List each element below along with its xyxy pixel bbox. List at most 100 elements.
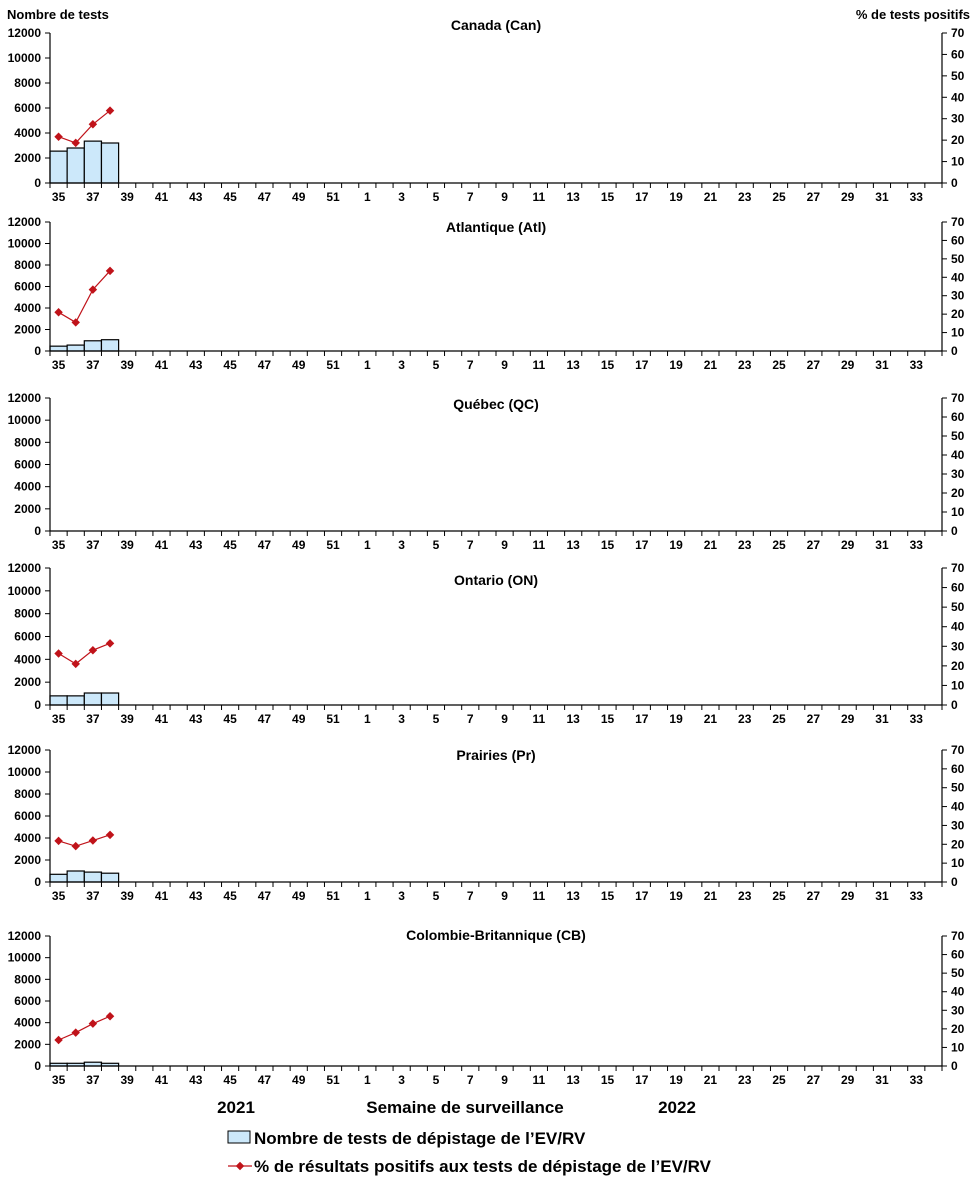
left-tick-label: 8000 [14, 76, 41, 90]
x-tick-label: 19 [669, 712, 683, 726]
x-tick-label: 31 [875, 538, 889, 552]
x-tick-label: 1 [364, 358, 371, 372]
x-tick-label: 15 [601, 538, 615, 552]
x-tick-label: 23 [738, 712, 752, 726]
left-tick-label: 12000 [8, 26, 42, 40]
x-tick-label: 45 [223, 538, 237, 552]
x-tick-label: 47 [258, 1073, 272, 1087]
right-tick-label: 30 [951, 818, 965, 832]
line-point [54, 132, 63, 141]
right-tick-label: 20 [951, 659, 965, 673]
x-tick-label: 35 [52, 358, 66, 372]
left-tick-label: 10000 [8, 237, 42, 251]
x-tick-label: 9 [501, 889, 508, 903]
x-tick-label: 23 [738, 190, 752, 204]
x-tick-label: 51 [326, 358, 340, 372]
panel-title: Prairies (Pr) [456, 747, 535, 763]
right-tick-label: 50 [951, 69, 965, 83]
x-tick-label: 33 [910, 538, 924, 552]
line-point [105, 1011, 115, 1021]
x-tick-label: 43 [189, 889, 203, 903]
x-tick-label: 7 [467, 538, 474, 552]
year-2022: 2022 [658, 1098, 696, 1117]
right-axis-title: % de tests positifs [856, 7, 970, 22]
panel-title: Québec (QC) [453, 396, 539, 412]
x-tick-label: 21 [704, 1073, 718, 1087]
left-tick-label: 12000 [8, 391, 42, 405]
right-tick-label: 40 [951, 270, 965, 284]
x-tick-label: 7 [467, 1073, 474, 1087]
x-tick-label: 19 [669, 538, 683, 552]
x-tick-label: 49 [292, 538, 306, 552]
x-tick-label: 9 [501, 358, 508, 372]
x-tick-label: 27 [807, 889, 821, 903]
x-tick-label: 15 [601, 889, 615, 903]
x-tick-label: 13 [567, 1073, 581, 1087]
bar [100, 872, 120, 883]
x-tick-label: 9 [501, 1073, 508, 1087]
left-tick-label: 6000 [14, 994, 41, 1008]
right-tick-label: 0 [951, 698, 958, 712]
left-tick-label: 8000 [14, 435, 41, 449]
x-tick-label: 19 [669, 889, 683, 903]
left-tick-label: 8000 [14, 607, 41, 621]
panel-title: Colombie-Britannique (CB) [406, 927, 586, 943]
right-tick-label: 20 [951, 1022, 965, 1036]
line-point [54, 649, 63, 658]
x-tick-label: 11 [533, 358, 546, 372]
right-tick-label: 30 [951, 289, 965, 303]
x-tick-label: 1 [364, 1073, 371, 1087]
left-tick-label: 10000 [8, 51, 42, 65]
line-point [88, 120, 98, 129]
line-point [88, 1019, 98, 1028]
line-point [71, 318, 80, 327]
x-tick-label: 5 [433, 190, 440, 204]
x-axis-title: Semaine de surveillance [366, 1098, 564, 1117]
bar [100, 692, 120, 706]
right-tick-label: 10 [951, 326, 965, 340]
bar [83, 871, 103, 883]
x-tick-label: 35 [52, 538, 66, 552]
left-tick-label: 8000 [14, 258, 41, 272]
x-tick-label: 37 [86, 712, 100, 726]
left-tick-label: 6000 [14, 809, 41, 823]
right-tick-label: 10 [951, 1040, 965, 1054]
x-tick-label: 29 [841, 1073, 855, 1087]
line-point [88, 285, 98, 294]
x-tick-label: 3 [398, 712, 405, 726]
x-tick-label: 47 [258, 190, 272, 204]
x-tick-label: 33 [910, 1073, 924, 1087]
panel-title: Atlantique (Atl) [446, 219, 546, 235]
right-tick-label: 40 [951, 620, 965, 634]
x-tick-label: 45 [223, 889, 237, 903]
x-tick-label: 13 [567, 358, 581, 372]
left-tick-label: 12000 [8, 215, 42, 229]
x-tick-label: 31 [875, 190, 889, 204]
line-point [71, 841, 80, 851]
x-tick-label: 25 [772, 538, 786, 552]
x-tick-label: 29 [841, 358, 855, 372]
x-tick-label: 43 [189, 538, 203, 552]
right-tick-label: 0 [951, 875, 958, 889]
x-tick-label: 17 [635, 889, 649, 903]
panel-5: Colombie-Britannique (CB) 0 2000 4000 6000 80… [8, 927, 965, 1087]
x-tick-label: 51 [326, 190, 340, 204]
right-tick-label: 10 [951, 505, 965, 519]
x-tick-label: 33 [910, 712, 924, 726]
left-tick-label: 6000 [14, 458, 41, 472]
right-tick-label: 60 [951, 762, 965, 776]
x-tick-label: 45 [223, 190, 237, 204]
line-point [105, 830, 115, 840]
x-tick-label: 43 [189, 358, 203, 372]
left-tick-label: 4000 [14, 652, 41, 666]
x-tick-label: 9 [501, 538, 508, 552]
right-tick-label: 20 [951, 486, 965, 500]
right-tick-label: 0 [951, 524, 958, 538]
line-point [105, 266, 115, 276]
legend-line-label: % de résultats positifs aux tests de dép… [254, 1157, 712, 1176]
line-point [54, 1035, 63, 1045]
positivity-line [58, 642, 111, 665]
right-tick-label: 50 [951, 781, 965, 795]
x-tick-label: 5 [433, 1073, 440, 1087]
x-tick-label: 31 [875, 712, 889, 726]
